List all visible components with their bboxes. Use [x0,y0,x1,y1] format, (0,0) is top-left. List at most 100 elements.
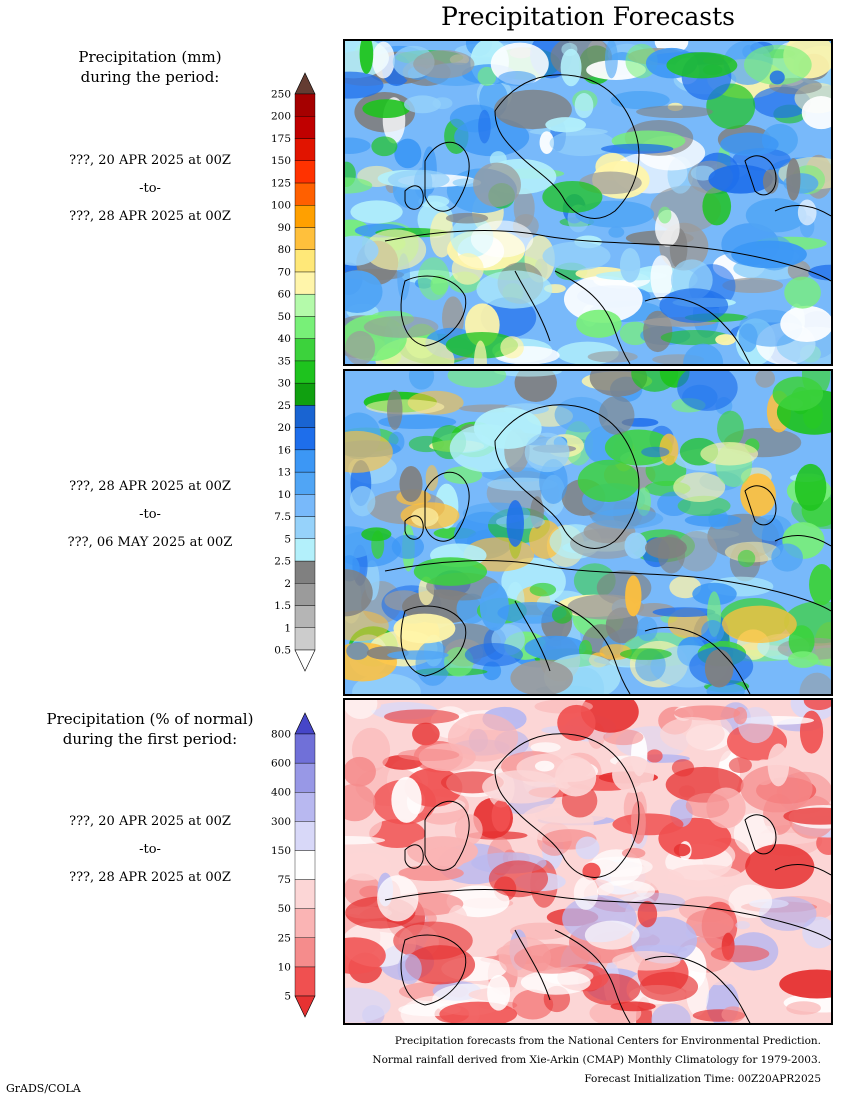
percent-colorbar-tick-label: 25 [278,932,291,944]
amount-legend-heading: Precipitation (mm) during the period: [38,47,262,87]
amount-colorbar-swatch [294,138,316,161]
amount-colorbar-tick-label: 5 [284,533,291,545]
grads-credit: GrADS/COLA [6,1082,81,1095]
amount-colorbar: 0.5 1 1.5 2 2.5 5 7.5 10 13 16 20 25 30 35 40 50 60 70 80 9… [240,72,320,672]
coastline-outlines [384,733,831,1023]
amount-colorbar-swatch [294,249,316,273]
amount-colorbar-swatch [294,382,316,406]
percent-colorbar-tick-label: 50 [278,903,291,915]
coastline-outlines [384,404,831,694]
amount-colorbar-swatch [294,471,316,495]
amount-colorbar-swatch [294,494,316,517]
amount-colorbar-top-arrow [294,72,316,95]
percent-colorbar: 5 10 25 50 75 150 300 400 600 800 [240,712,320,1018]
percent-colorbar-tick-label: 300 [271,816,291,828]
percent-colorbar-swatch [294,792,316,822]
amount-colorbar-swatch [294,627,316,651]
amount-colorbar-tick-label: 80 [278,244,291,256]
footer-notes: Precipitation forecasts from the Nationa… [372,1032,821,1089]
percent-colorbar-swatch [294,879,316,909]
footer-line-1: Precipitation forecasts from the Nationa… [394,1035,821,1047]
percent-colorbar-swatch [294,908,316,938]
period-2: ???, 28 APR 2025 at 00Z -to- ???, 06 MAY… [35,473,265,557]
percent-colorbar-top-arrow [294,712,316,735]
amount-colorbar-tick-label: 250 [271,89,291,101]
amount-colorbar-bottom-arrow [294,649,316,672]
amount-legend-title-line1: Precipitation (mm) [78,48,222,66]
shaded-field [345,41,831,364]
amount-colorbar-tick-label: 40 [278,333,291,345]
amount-colorbar-swatch [294,449,316,473]
amount-colorbar-svg: 0.5 1 1.5 2 2.5 5 7.5 10 13 16 20 25 30 35 40 50 60 70 80 9… [271,72,316,672]
amount-colorbar-swatch [294,516,316,539]
amount-legend-title-line2: during the period: [80,68,220,86]
amount-colorbar-swatch [294,271,316,295]
amount-colorbar-tick-label: 10 [278,489,291,501]
page-title: Precipitation Forecasts [440,2,736,31]
percent-colorbar-tick-label: 400 [271,787,291,799]
amount-colorbar-tick-label: 2.5 [274,556,291,568]
period-2-start: ???, 28 APR 2025 at 00Z [69,479,231,494]
percent-colorbar-tick-label: 75 [278,874,291,886]
amount-colorbar-tick-label: 90 [278,222,291,234]
amount-colorbar-tick-label: 35 [278,355,291,367]
amount-colorbar-swatch [294,338,316,362]
coastline-outlines [384,74,831,364]
amount-colorbar-swatch [294,182,316,206]
amount-colorbar-tick-label: 1 [284,622,291,634]
precip-amount-map-1 [345,41,831,364]
amount-colorbar-swatch [294,560,316,584]
period-1: ???, 20 APR 2025 at 00Z -to- ???, 28 APR… [35,147,265,231]
map-panel-period-1-amount [343,39,833,366]
percent-colorbar-tick-label: 5 [284,991,291,1003]
percent-colorbar-bottom-arrow [294,995,316,1018]
period-2-end: ???, 06 MAY 2025 at 00Z [67,535,233,550]
percent-colorbar-swatch [294,966,316,997]
shaded-field [345,371,831,694]
amount-colorbar-swatch [294,116,316,139]
amount-colorbar-swatch [294,227,316,250]
amount-colorbar-swatch [294,293,316,317]
amount-colorbar-tick-label: 2 [284,578,291,590]
amount-colorbar-swatch [294,405,316,428]
period-1-end: ???, 28 APR 2025 at 00Z [69,209,231,224]
percent-legend-title-line2: during the first period: [62,730,238,748]
amount-colorbar-swatch [294,316,316,339]
amount-colorbar-swatch [294,93,316,117]
percent-legend-heading: Precipitation (% of normal) during the f… [28,709,272,749]
period-2-separator: -to- [139,507,161,522]
footer-line-3: Forecast Initialization Time: 00Z20APR20… [584,1073,821,1085]
period-3: ???, 20 APR 2025 at 00Z -to- ???, 28 APR… [35,808,265,892]
map-panel-period-2-amount [343,369,833,696]
shaded-field [345,700,831,1023]
percent-colorbar-swatch [294,937,316,968]
footer-line-2: Normal rainfall derived from Xie-Arkin (… [372,1054,821,1066]
percent-colorbar-swatch [294,733,316,764]
percent-legend-title-line1: Precipitation (% of normal) [46,710,254,728]
percent-colorbar-svg: 5 10 25 50 75 150 300 400 600 800 [271,712,316,1018]
amount-colorbar-tick-label: 20 [278,422,291,434]
precip-amount-map-2 [345,371,831,694]
period-3-end: ???, 28 APR 2025 at 00Z [69,870,231,885]
period-1-start: ???, 20 APR 2025 at 00Z [69,153,231,168]
percent-colorbar-tick-label: 800 [271,729,291,741]
amount-colorbar-tick-label: 200 [271,111,291,123]
period-1-separator: -to- [139,181,161,196]
map-panel-percent-normal [343,698,833,1025]
amount-colorbar-swatch [294,427,316,451]
amount-colorbar-tick-label: 0.5 [274,645,291,657]
amount-colorbar-tick-label: 1.5 [274,600,291,612]
percent-colorbar-swatch [294,821,316,851]
amount-colorbar-swatch [294,538,316,562]
amount-colorbar-tick-label: 150 [271,155,291,167]
period-3-start: ???, 20 APR 2025 at 00Z [69,814,231,829]
amount-colorbar-tick-label: 25 [278,400,291,412]
amount-colorbar-tick-label: 50 [278,311,291,323]
amount-colorbar-tick-label: 60 [278,289,291,301]
percent-colorbar-swatch [294,850,316,880]
amount-colorbar-swatch [294,160,316,184]
amount-colorbar-tick-label: 175 [271,133,291,145]
percent-colorbar-tick-label: 150 [271,845,291,857]
amount-colorbar-tick-label: 16 [278,444,292,456]
percent-colorbar-tick-label: 10 [278,961,291,973]
